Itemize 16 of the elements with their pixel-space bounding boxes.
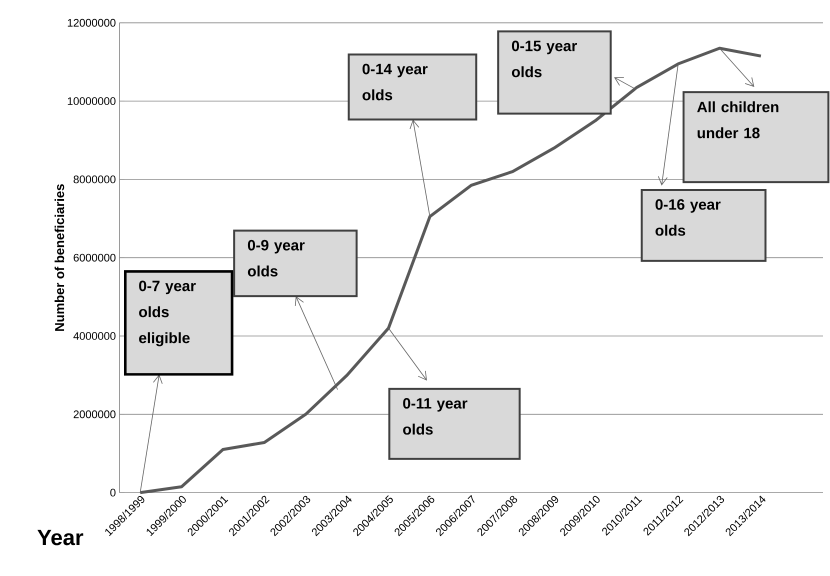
annotation: 0-16 year olds (656, 199, 721, 236)
annotation: 0-15 year olds (512, 40, 577, 78)
y-tick-label: 6000000 (74, 254, 116, 262)
y-axis-title: Number of beneficiaries (54, 184, 64, 331)
y-tick-label: 8000000 (74, 176, 116, 184)
annotation: All children under 18 (697, 101, 778, 138)
annotation: 0-14 year olds (362, 64, 428, 100)
x-axis-title: Year (37, 530, 84, 546)
annotation: 0-9 year olds (248, 240, 305, 276)
y-tick-label: 12000000 (68, 18, 116, 27)
y-tick-label: 10000000 (68, 97, 116, 105)
annotation: 0-11 year olds (403, 398, 468, 435)
y-tick-label: 2000000 (74, 410, 116, 418)
y-tick-label: 4000000 (73, 332, 116, 340)
y-tick-label: 0 (110, 488, 116, 496)
annotation: 0-7 year olds eligible (139, 280, 196, 346)
